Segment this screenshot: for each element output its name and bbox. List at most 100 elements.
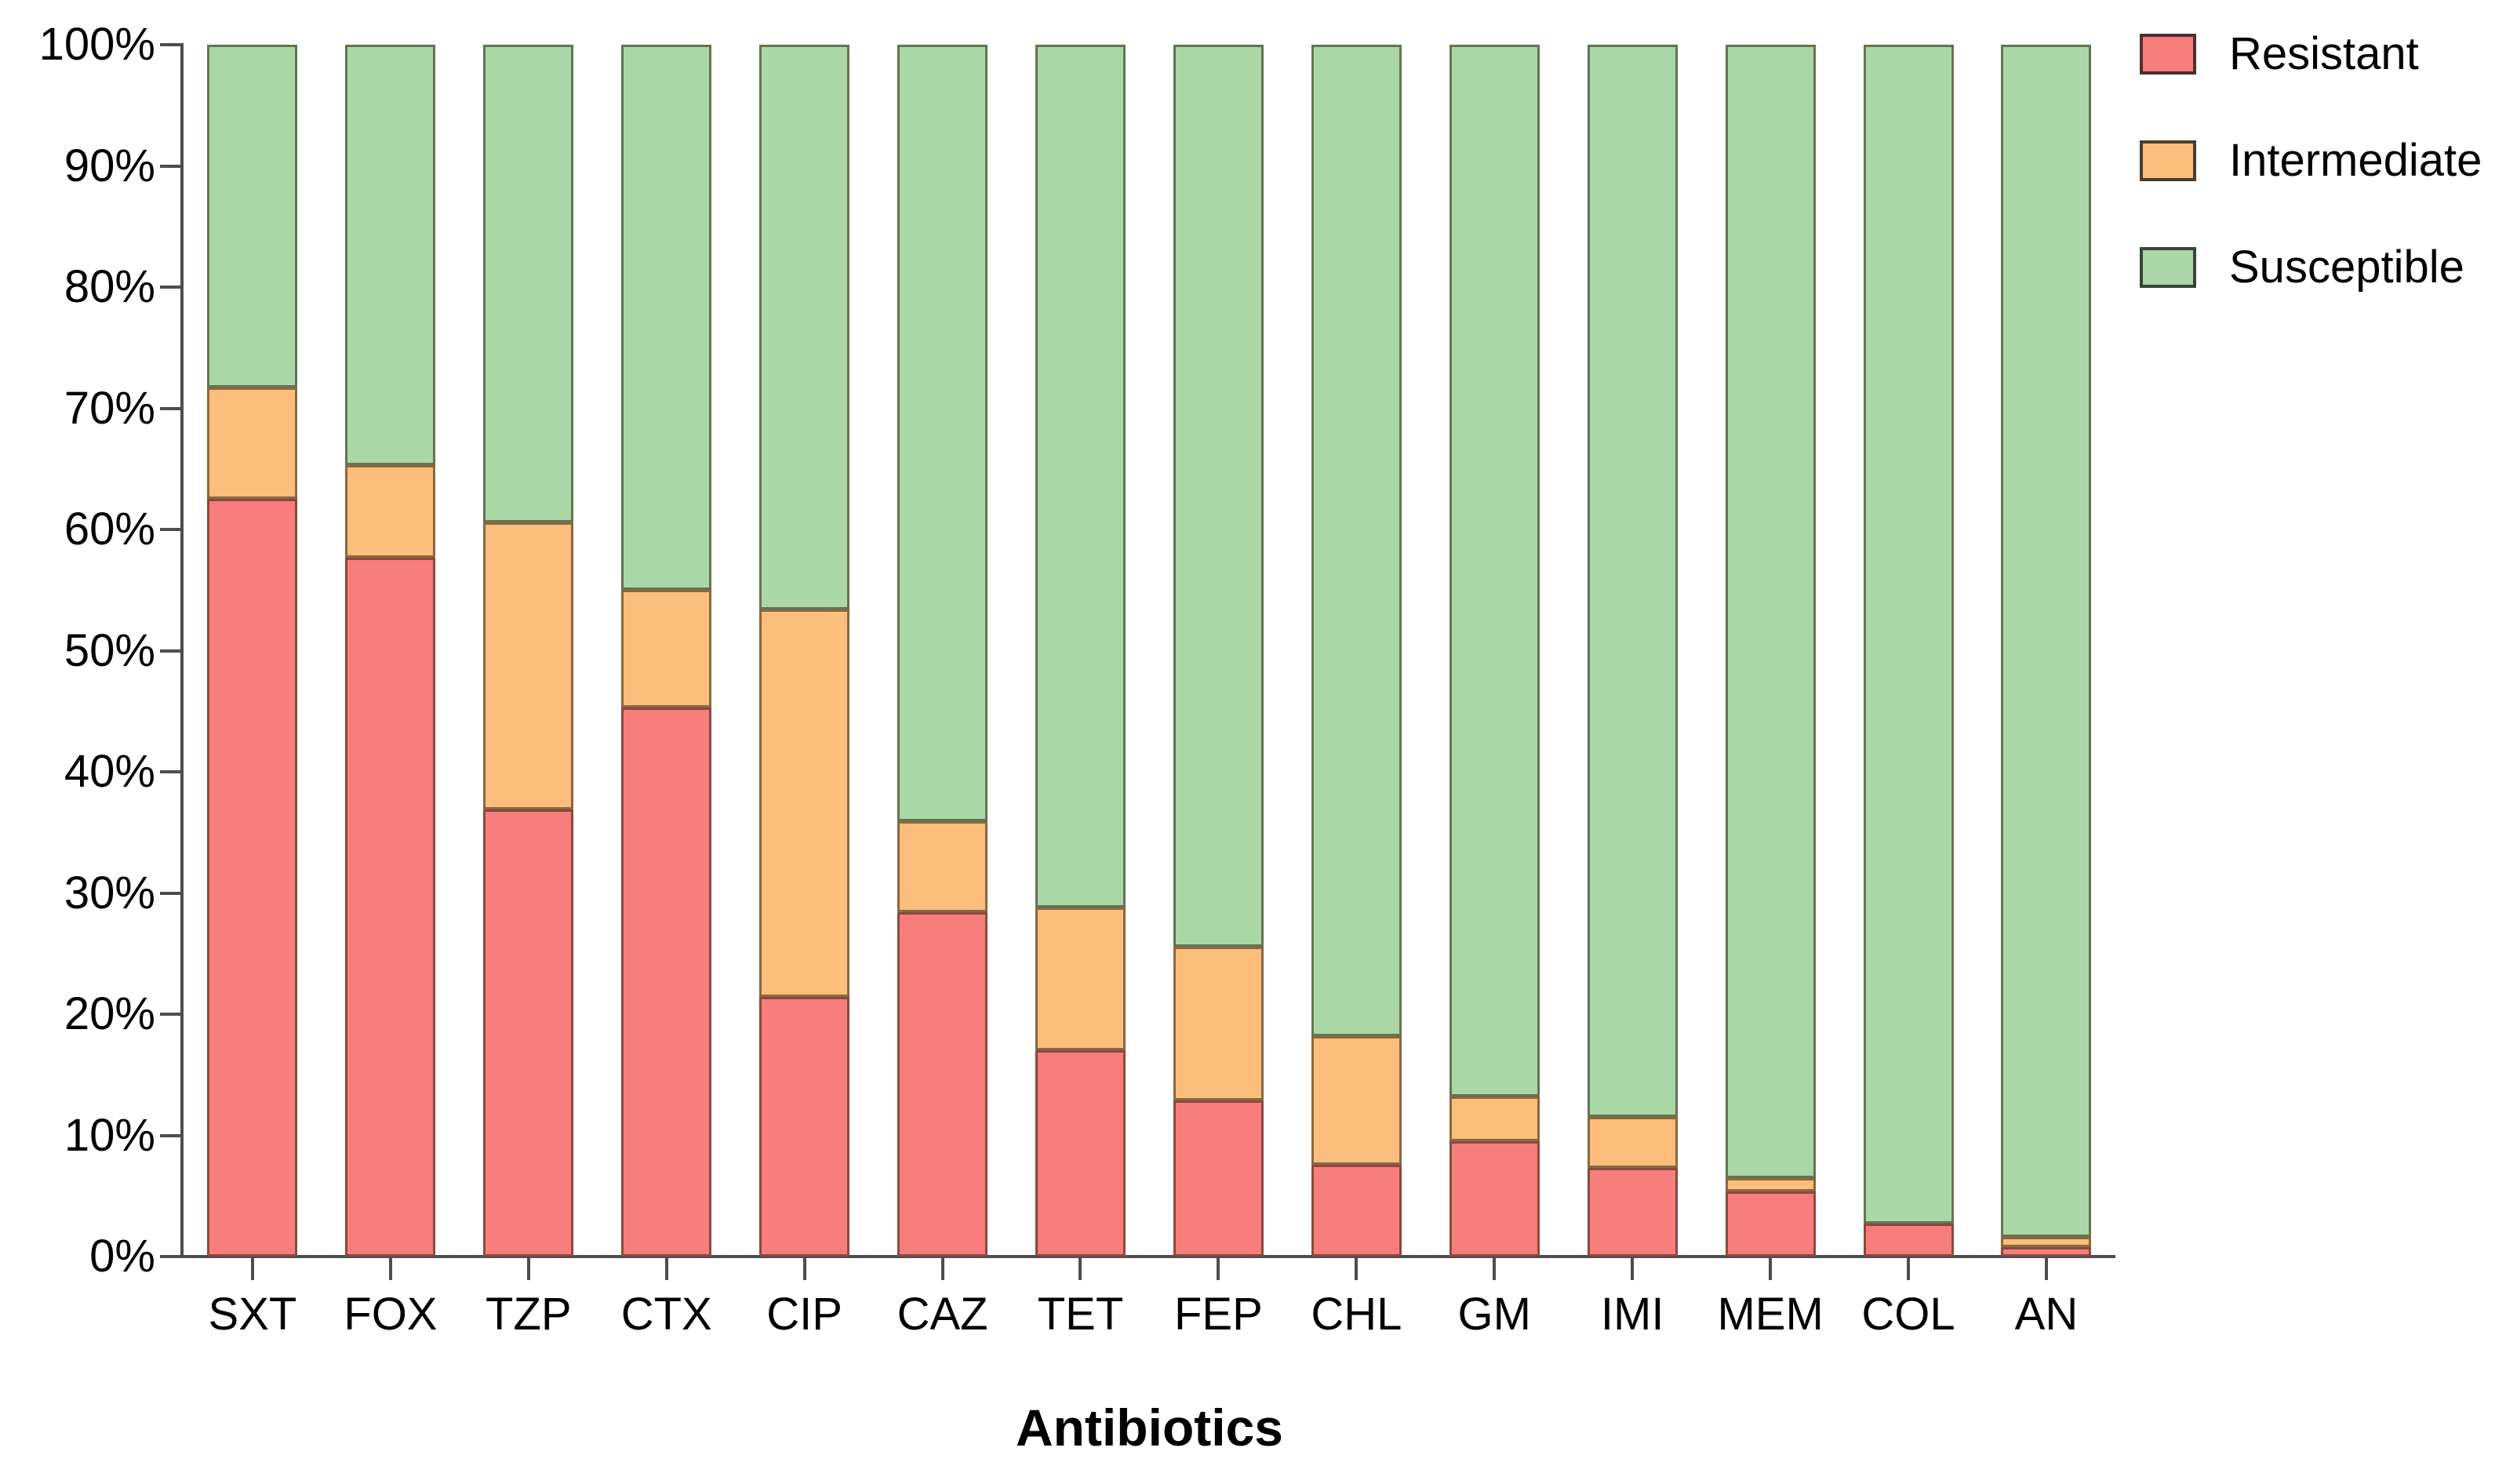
segment-GM-intermediate (1449, 1097, 1540, 1142)
bar-column-MEM (1701, 45, 1839, 1257)
segment-FEP-intermediate (1173, 946, 1264, 1100)
y-tick-label: 100% (38, 19, 155, 70)
x-tick-label-CIP: CIP (766, 1289, 842, 1340)
bar-column-TZP (460, 45, 598, 1257)
x-tick (1355, 1258, 1359, 1280)
segment-CTX-susceptible (621, 45, 712, 591)
bar-CHL (1311, 45, 1402, 1257)
x-tick (2044, 1258, 2048, 1280)
x-tick-label-TZP: TZP (486, 1289, 572, 1340)
bar-column-CAZ (874, 45, 1012, 1257)
segment-CHL-resistant (1311, 1164, 1402, 1257)
bar-column-IMI (1563, 45, 1701, 1257)
bar-TET (1035, 45, 1126, 1257)
segment-CAZ-resistant (897, 912, 988, 1257)
x-tick-label-CTX: CTX (620, 1289, 712, 1340)
x-tick-label-MEM: MEM (1717, 1289, 1824, 1340)
legend-label-intermediate: Intermediate (2229, 135, 2482, 186)
bar-CAZ (897, 45, 988, 1257)
legend-item-resistant: Resistant (2140, 31, 2482, 77)
y-tick-label: 40% (64, 746, 155, 797)
x-axis-column-FEP: FEP (1149, 1258, 1287, 1338)
x-tick (1493, 1258, 1497, 1280)
segment-CIP-resistant (759, 997, 850, 1257)
bar-column-CHL (1287, 45, 1425, 1257)
bar-COL (1863, 45, 1954, 1257)
x-axis-line (180, 1255, 2115, 1258)
x-axis-column-CIP: CIP (736, 1258, 874, 1338)
x-axis-column-CAZ: CAZ (874, 1258, 1012, 1338)
segment-SXT-resistant (207, 499, 298, 1257)
segment-CAZ-intermediate (897, 821, 988, 913)
legend-swatch-susceptible (2140, 247, 2196, 288)
x-tick-label-TET: TET (1037, 1289, 1124, 1340)
x-axis-column-TET: TET (1012, 1258, 1150, 1338)
x-axis: SXT FOX TZP CTX CIP CAZ TET FEP CHL GM IMI MEM COL AN (184, 1258, 2115, 1338)
legend-swatch-intermediate (2140, 140, 2196, 181)
segment-MEM-intermediate (1725, 1177, 1816, 1191)
x-tick (1907, 1258, 1911, 1280)
y-tick (160, 770, 180, 773)
segment-CIP-susceptible (759, 45, 850, 609)
segment-FEP-resistant (1173, 1100, 1264, 1257)
y-tick-label: 20% (64, 988, 155, 1039)
x-axis-column-SXT: SXT (184, 1258, 322, 1338)
segment-IMI-resistant (1587, 1168, 1678, 1257)
x-axis-column-GM: GM (1425, 1258, 1563, 1338)
x-tick (1078, 1258, 1082, 1280)
bar-column-TET (1012, 45, 1150, 1257)
y-tick (160, 891, 180, 895)
segment-CHL-intermediate (1311, 1035, 1402, 1165)
x-tick-label-COL: COL (1861, 1289, 1955, 1340)
x-tick-label-FEP: FEP (1174, 1289, 1263, 1340)
x-tick-label-CHL: CHL (1311, 1289, 1402, 1340)
segment-SXT-intermediate (207, 387, 298, 500)
bar-AN (2001, 45, 2092, 1257)
segment-FOX-intermediate (345, 465, 436, 558)
segment-TET-intermediate (1035, 907, 1126, 1051)
x-axis-column-FOX: FOX (322, 1258, 460, 1338)
x-tick-label-CAZ: CAZ (897, 1289, 988, 1340)
x-tick-label-AN: AN (2014, 1289, 2079, 1340)
y-tick-label: 80% (64, 261, 155, 312)
segment-FEP-susceptible (1173, 45, 1264, 947)
bars-area (184, 45, 2115, 1257)
segment-FOX-resistant (345, 557, 436, 1257)
x-axis-column-COL: COL (1839, 1258, 1977, 1338)
x-tick-label-IMI: IMI (1600, 1289, 1664, 1340)
segment-TZP-susceptible (483, 45, 574, 522)
bar-column-SXT (184, 45, 322, 1257)
segment-CHL-susceptible (1311, 45, 1402, 1036)
y-tick-label: 0% (89, 1231, 155, 1282)
x-tick (1631, 1258, 1635, 1280)
y-tick (160, 406, 180, 410)
x-tick-label-SXT: SXT (208, 1289, 297, 1340)
y-tick-label: 70% (64, 382, 155, 434)
segment-TET-resistant (1035, 1050, 1126, 1257)
bar-MEM (1725, 45, 1816, 1257)
x-tick (388, 1258, 392, 1280)
bar-column-FOX (322, 45, 460, 1257)
y-tick (160, 1133, 180, 1137)
x-tick-label-GM: GM (1457, 1289, 1531, 1340)
segment-TZP-resistant (483, 809, 574, 1257)
segment-MEM-susceptible (1725, 45, 1816, 1178)
x-axis-column-TZP: TZP (460, 1258, 598, 1338)
bar-IMI (1587, 45, 1678, 1257)
y-axis-line (180, 43, 184, 1258)
x-tick (526, 1258, 530, 1280)
x-tick (250, 1258, 254, 1280)
segment-SXT-susceptible (207, 45, 298, 388)
x-tick (940, 1258, 944, 1280)
segment-AN-intermediate (2001, 1237, 2092, 1247)
x-tick (802, 1258, 806, 1280)
bar-column-COL (1839, 45, 1977, 1257)
y-tick (160, 1013, 180, 1016)
bar-column-FEP (1149, 45, 1287, 1257)
segment-AN-resistant (2001, 1246, 2092, 1257)
legend-label-resistant: Resistant (2229, 28, 2419, 79)
y-tick (160, 1255, 180, 1258)
segment-GM-susceptible (1449, 45, 1540, 1097)
x-axis-title: Antibiotics (1016, 1399, 1283, 1457)
